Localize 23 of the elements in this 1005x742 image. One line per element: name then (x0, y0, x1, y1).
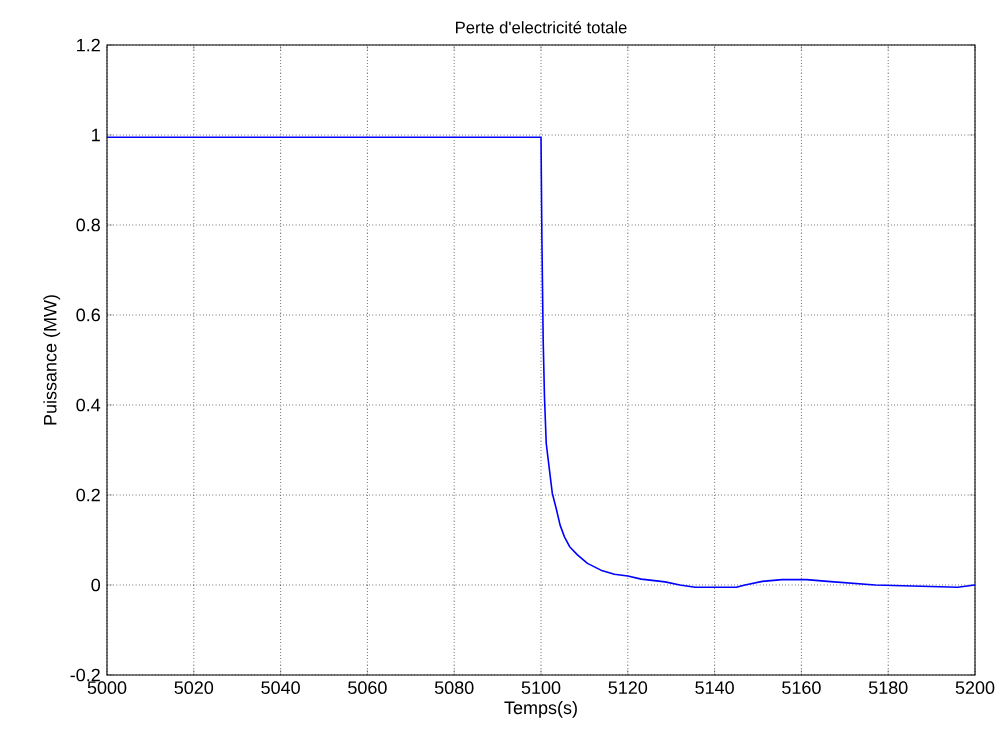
y-tick-label: 0.6 (76, 308, 100, 322)
y-tick-label: 1.2 (77, 38, 100, 52)
x-tick-label: 5200 (955, 681, 995, 694)
x-axis-title: Temps(s) (504, 700, 577, 718)
y-tick-label: 0.8 (76, 218, 100, 232)
y-tick-label: 1 (92, 128, 100, 142)
y-axis-title: Puissance (MW) (43, 295, 61, 425)
x-tick-label: 5020 (174, 681, 214, 694)
x-tick-label: 5000 (87, 681, 127, 694)
x-tick-label: 5140 (695, 681, 734, 694)
line-series (107, 136, 976, 589)
y-tick-label: 0.2 (76, 488, 100, 502)
x-tick-label: 5180 (868, 681, 908, 694)
x-tick-label: 5100 (521, 681, 561, 694)
x-tick-label: 5080 (434, 681, 474, 694)
chart-title: Perte d'electricité totale (456, 20, 627, 34)
y-tick-label: 0 (91, 578, 101, 592)
x-tick-label: 5120 (608, 681, 648, 694)
y-tick-label: -0.2 (70, 668, 100, 682)
x-tick-label: 5060 (348, 681, 387, 694)
y-tick-label: 0.4 (76, 398, 101, 412)
x-tick-label: 5040 (261, 681, 300, 694)
x-tick-label: 5160 (782, 681, 821, 694)
